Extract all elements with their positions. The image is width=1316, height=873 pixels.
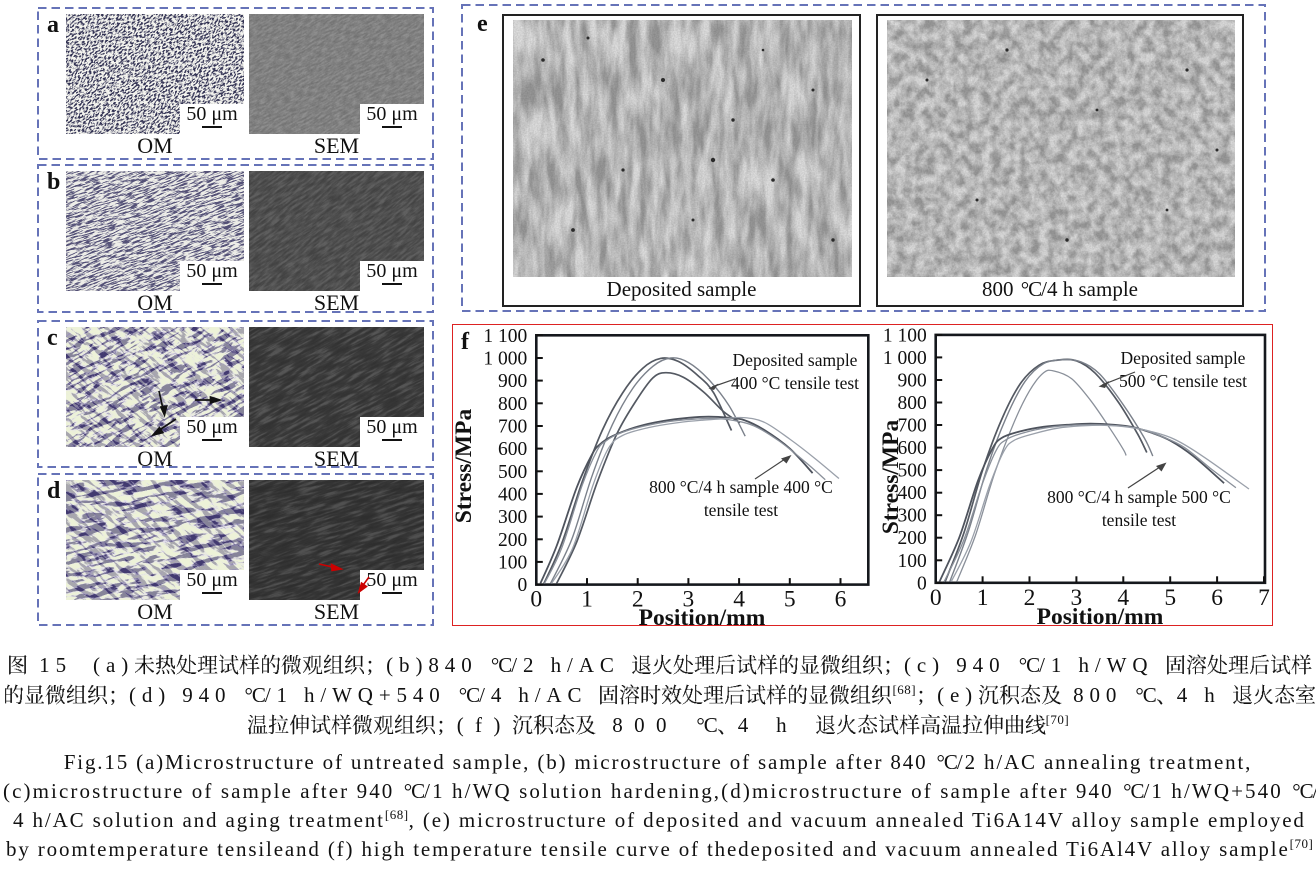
svg-text:600: 600	[498, 439, 527, 460]
svg-text:0: 0	[530, 587, 542, 613]
svg-text:900: 900	[498, 371, 527, 392]
svg-text:800: 800	[498, 394, 527, 415]
svg-text:2: 2	[1024, 585, 1036, 611]
svg-text:100: 100	[498, 552, 527, 573]
svg-text:2: 2	[632, 587, 644, 613]
svg-text:300: 300	[897, 506, 926, 527]
svg-text:200: 200	[498, 530, 527, 551]
svg-text:800 °C/4 h sample 400 °C: 800 °C/4 h sample 400 °C	[649, 477, 833, 497]
svg-text:3: 3	[683, 587, 695, 613]
svg-text:4: 4	[1117, 585, 1129, 611]
svg-text:1 100: 1 100	[483, 326, 527, 347]
svg-text:500: 500	[897, 461, 926, 482]
svg-text:5: 5	[1164, 585, 1176, 611]
svg-text:1: 1	[581, 587, 593, 613]
svg-text:300: 300	[498, 507, 527, 528]
svg-text:7: 7	[1258, 585, 1270, 611]
svg-text:Stress/MPa: Stress/MPa	[878, 420, 904, 535]
svg-text:800: 800	[897, 393, 926, 414]
svg-text:Deposited sample: Deposited sample	[1121, 348, 1246, 368]
svg-text:1 000: 1 000	[483, 349, 527, 370]
svg-text:800 °C/4 h sample 500 °C: 800 °C/4 h sample 500 °C	[1047, 487, 1231, 507]
svg-text:1 000: 1 000	[883, 348, 927, 369]
svg-text:Position/mm: Position/mm	[639, 605, 766, 631]
svg-text:400: 400	[498, 484, 527, 505]
svg-text:tensile test: tensile test	[1102, 510, 1176, 530]
svg-text:6: 6	[835, 587, 847, 613]
svg-text:500: 500	[498, 462, 527, 483]
svg-text:4: 4	[733, 587, 745, 613]
svg-text:tensile test: tensile test	[704, 500, 778, 520]
svg-text:0: 0	[930, 585, 942, 611]
svg-text:3: 3	[1071, 585, 1083, 611]
svg-text:1 100: 1 100	[883, 325, 927, 346]
svg-text:6: 6	[1211, 585, 1223, 611]
svg-text:600: 600	[897, 438, 926, 459]
svg-text:0: 0	[917, 573, 927, 594]
svg-text:0: 0	[518, 575, 528, 596]
svg-text:1: 1	[977, 585, 989, 611]
svg-text:Deposited sample: Deposited sample	[733, 350, 858, 370]
svg-text:700: 700	[498, 417, 527, 438]
svg-text:400 °C tensile test: 400 °C tensile test	[731, 373, 859, 393]
svg-text:100: 100	[897, 551, 926, 572]
svg-text:700: 700	[897, 416, 926, 437]
svg-text:500 °C tensile test: 500 °C tensile test	[1119, 371, 1247, 391]
svg-text:400: 400	[897, 483, 926, 504]
svg-text:900: 900	[897, 371, 926, 392]
svg-text:Stress/MPa: Stress/MPa	[451, 409, 477, 524]
svg-text:200: 200	[897, 528, 926, 549]
svg-text:5: 5	[784, 587, 796, 613]
svg-text:Position/mm: Position/mm	[1037, 604, 1164, 630]
